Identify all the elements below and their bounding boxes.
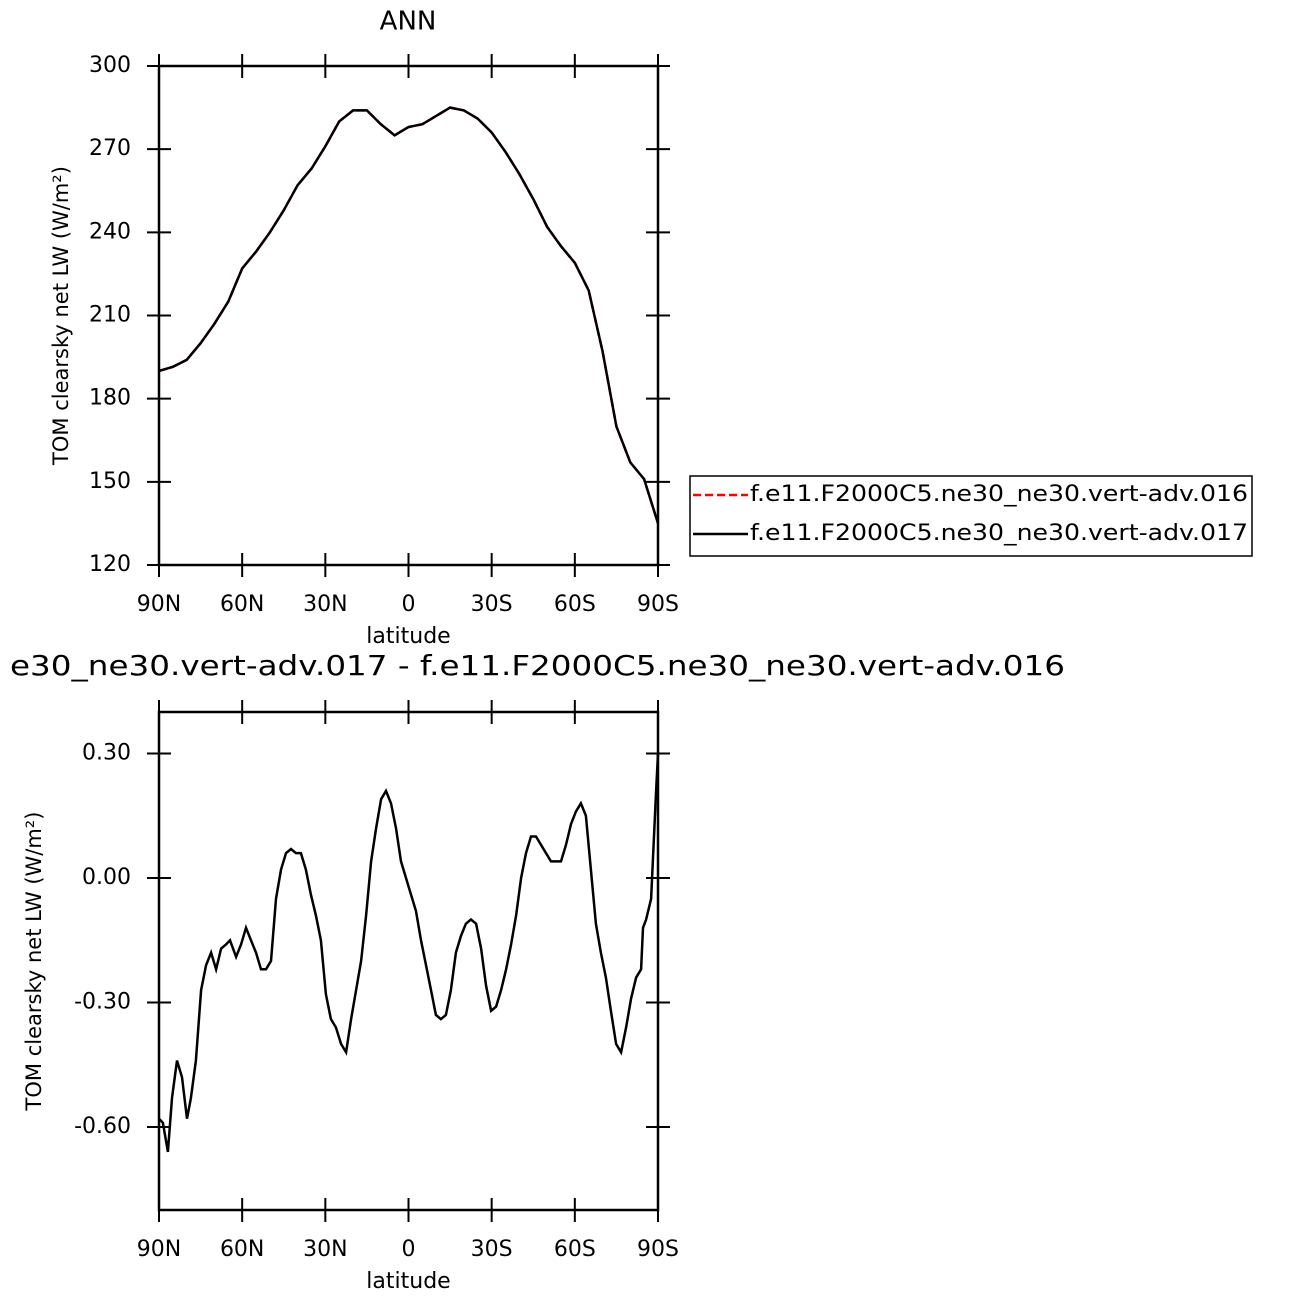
x-axis-label: latitude [366, 624, 450, 649]
x-tick-label: 90S [637, 1237, 679, 1262]
y-tick-label: 0.00 [82, 865, 131, 890]
y-tick-label: 270 [89, 136, 131, 161]
plot-frame [157, 64, 660, 567]
plot-frame [157, 710, 660, 1212]
y-axis-label: TOM clearsky net LW (W/m²) [49, 166, 73, 466]
y-tick-label: -0.60 [74, 1114, 131, 1139]
data-line [158, 753, 660, 1153]
chart-title: ANN [380, 7, 437, 37]
x-tick-label: 30N [303, 592, 347, 617]
y-axis-label: TOM clearsky net LW (W/m²) [22, 812, 46, 1112]
y-tick-label: 0.30 [82, 741, 131, 766]
x-tick-label: 90N [137, 1237, 181, 1262]
y-tick-label: 150 [89, 469, 131, 494]
data-line [158, 106, 660, 524]
x-tick-label: 30S [471, 1237, 513, 1262]
legend-label: f.e11.F2000C5.ne30_ne30.vert-adv.017 [750, 521, 1248, 546]
y-tick-label: 120 [89, 552, 131, 577]
chart-title: e30_ne30.vert-adv.017 - f.e11.F2000C5.ne… [10, 649, 1065, 682]
y-tick-label: 240 [89, 219, 131, 244]
x-tick-label: 30S [471, 592, 513, 617]
x-tick-label: 0 [402, 592, 416, 617]
x-tick-label: 0 [402, 1237, 416, 1262]
x-tick-label: 90N [137, 592, 181, 617]
x-tick-label: 60N [220, 1237, 264, 1262]
x-axis-label: latitude [366, 1269, 450, 1294]
x-tick-label: 30N [303, 1237, 347, 1262]
x-tick-label: 60S [554, 1237, 596, 1262]
x-tick-label: 60N [220, 592, 264, 617]
y-tick-label: 300 [89, 53, 131, 78]
legend-box [689, 475, 1253, 557]
y-tick-label: -0.30 [74, 990, 131, 1015]
y-tick-label: 180 [89, 386, 131, 411]
y-tick-label: 210 [89, 303, 131, 328]
x-tick-label: 60S [554, 592, 596, 617]
x-tick-label: 90S [637, 592, 679, 617]
legend-label: f.e11.F2000C5.ne30_ne30.vert-adv.016 [750, 482, 1248, 507]
